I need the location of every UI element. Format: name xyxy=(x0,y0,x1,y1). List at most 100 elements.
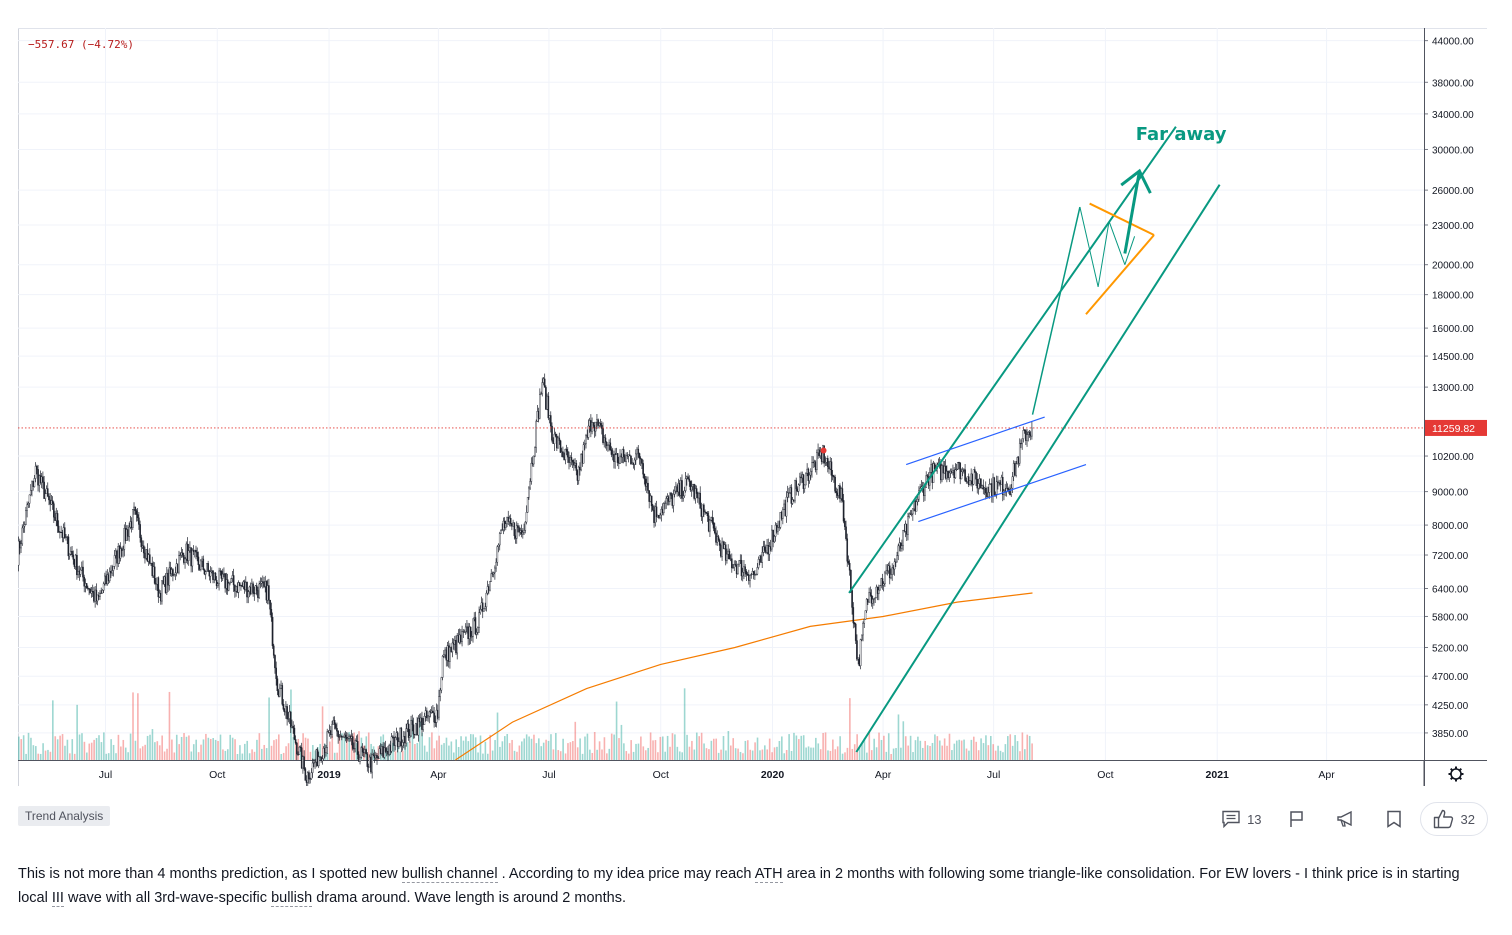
volume-bar xyxy=(562,738,564,760)
candle-body xyxy=(652,505,654,511)
volume-bar xyxy=(802,735,805,760)
keyword-bullish[interactable]: bullish xyxy=(271,890,313,907)
candle-body xyxy=(371,754,373,773)
candle-body xyxy=(67,536,70,557)
candle-body xyxy=(565,449,568,452)
candle-body xyxy=(383,747,386,758)
y-tick-label: 14500.00 xyxy=(1432,352,1474,363)
share-button[interactable] xyxy=(1336,802,1356,836)
candle-body xyxy=(737,563,739,575)
volume-bar xyxy=(282,752,285,760)
candle-body xyxy=(372,754,375,757)
x-tick-label: Jul xyxy=(987,769,1000,781)
candle-body xyxy=(564,449,567,460)
candle-body xyxy=(342,736,344,738)
candle-body xyxy=(890,574,892,579)
candle-body xyxy=(423,716,426,725)
volume-bar xyxy=(776,746,778,760)
volume-bar xyxy=(972,736,975,760)
candle-body xyxy=(740,559,743,577)
report-button[interactable] xyxy=(1288,802,1306,836)
volume-bar xyxy=(158,745,161,760)
volume-bar xyxy=(863,738,866,760)
volume-bar xyxy=(866,752,868,760)
volume-bar xyxy=(557,750,560,760)
volume-bar xyxy=(261,748,263,760)
volume-bar xyxy=(224,750,227,760)
volume-bar xyxy=(95,738,98,760)
keyword-iii[interactable]: III xyxy=(51,890,64,907)
candle-body xyxy=(443,654,445,657)
volume-bar xyxy=(951,750,953,760)
candle-body xyxy=(582,444,585,464)
candle-body xyxy=(915,501,918,512)
candle-body xyxy=(619,455,621,464)
candle-body xyxy=(842,500,845,522)
volume-bar xyxy=(127,752,129,760)
volume-bar xyxy=(365,736,368,760)
candle-body xyxy=(791,499,794,504)
candle-body xyxy=(869,592,872,596)
candle-body xyxy=(704,511,706,513)
candle-body xyxy=(340,735,343,738)
candle-body xyxy=(334,724,337,729)
x-tick-label: Oct xyxy=(209,769,225,781)
candle-body xyxy=(433,712,435,723)
candle-body xyxy=(405,728,407,744)
candle-body xyxy=(268,585,270,601)
keyword-bullish-channel[interactable]: bullish channel xyxy=(401,866,498,883)
candle-body xyxy=(108,571,111,582)
candle-body xyxy=(893,561,896,570)
candle-body xyxy=(871,599,874,604)
x-tick-label: 2019 xyxy=(317,769,341,781)
candle-body xyxy=(672,494,675,506)
candle-body xyxy=(847,561,850,564)
candle-body xyxy=(321,758,324,762)
candle-body xyxy=(755,573,757,575)
volume-bar xyxy=(841,753,844,760)
candle-body xyxy=(865,598,868,611)
volume-bar xyxy=(766,749,769,760)
candle-body xyxy=(498,533,501,546)
candle-body xyxy=(864,610,867,620)
volume-bar xyxy=(76,704,78,760)
price-change-label: −557.67 (−4.72%) xyxy=(28,38,134,51)
volume-bar xyxy=(722,736,725,760)
candle-body xyxy=(509,518,512,524)
candle-body xyxy=(669,492,671,502)
volume-bar xyxy=(683,688,686,760)
comments-button[interactable]: 13 xyxy=(1221,802,1262,836)
candle-body xyxy=(997,481,999,483)
volume-bar xyxy=(474,737,477,760)
price-chart[interactable]: 44000.00 38000.00 34000.00 30000.00 26000.00… xyxy=(18,28,1487,786)
volume-bar xyxy=(166,748,168,760)
candle-body xyxy=(529,481,531,489)
volume-bar xyxy=(747,740,749,760)
tag-trend-analysis[interactable]: Trend Analysis xyxy=(18,806,111,826)
candle-body xyxy=(683,490,686,497)
candle-body xyxy=(204,571,207,575)
volume-bar xyxy=(418,717,421,760)
candle-body xyxy=(409,735,411,738)
candle-body xyxy=(22,525,25,529)
volume-bar xyxy=(900,747,902,760)
annotation-far-away: Far away xyxy=(1136,124,1227,145)
candle-body xyxy=(246,582,248,598)
candle-body xyxy=(90,591,93,594)
candle-body xyxy=(689,481,692,491)
candle-body xyxy=(885,570,887,574)
bookmark-button[interactable] xyxy=(1386,802,1402,836)
candle-body xyxy=(218,570,220,585)
settings-gear-icon[interactable] xyxy=(1448,766,1464,782)
volume-bar xyxy=(56,739,59,760)
volume-bar xyxy=(292,737,295,760)
like-button[interactable]: 32 xyxy=(1419,802,1488,836)
candle-body xyxy=(513,522,516,536)
candle-body xyxy=(275,667,277,679)
volume-bar xyxy=(484,741,487,760)
chart-area[interactable]: 44000.00 38000.00 34000.00 30000.00 26000.00… xyxy=(18,28,1487,786)
candle-body xyxy=(726,553,728,561)
projection-leg xyxy=(1031,206,1081,415)
keyword-ath[interactable]: ATH xyxy=(754,866,783,883)
volume-bar xyxy=(319,743,321,760)
